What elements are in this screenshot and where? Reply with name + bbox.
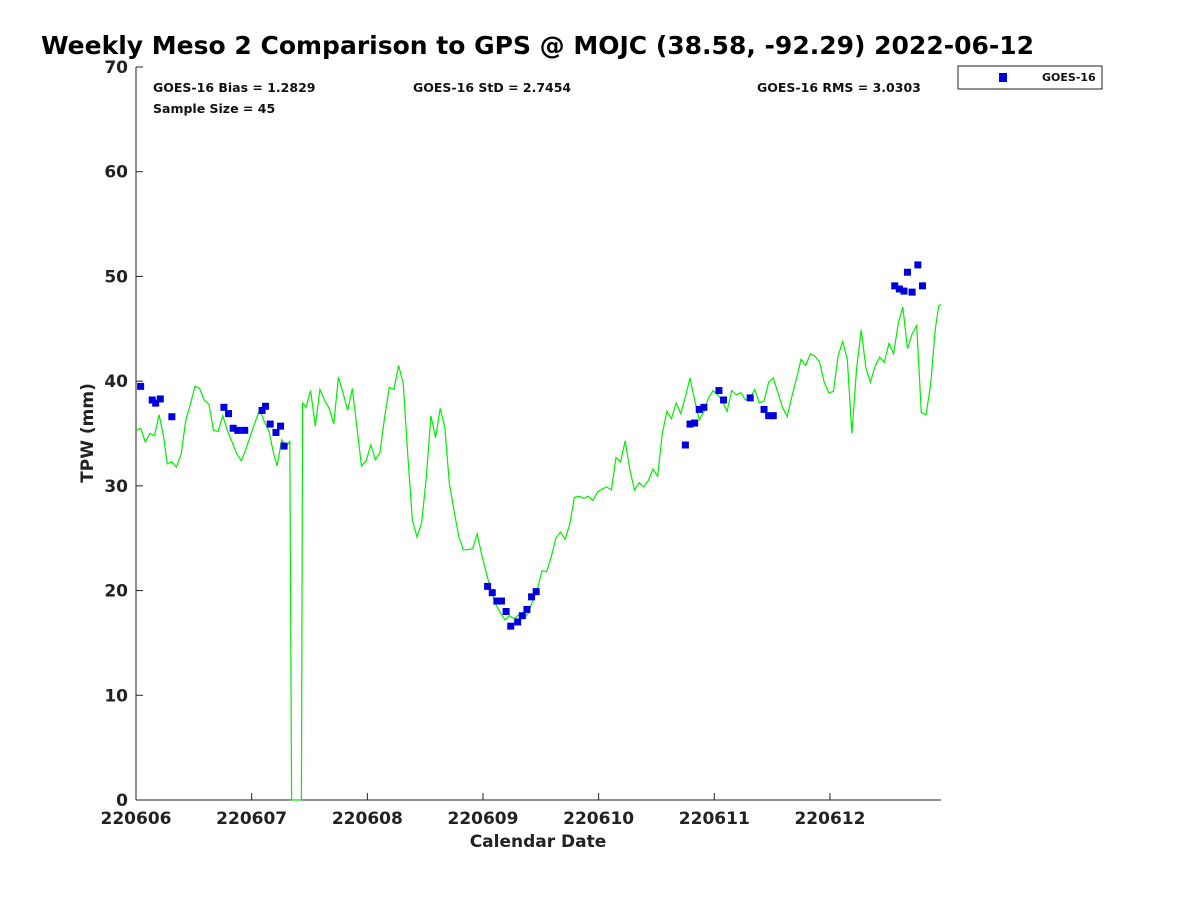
goes16-point — [918, 282, 926, 290]
goes16-point — [914, 261, 922, 269]
x-axis-ticks: 220606 220607 220608 220609 220610 220611 2206… — [101, 793, 865, 829]
goes16-point — [229, 424, 237, 432]
bias-stat: GOES-16 Bias = 1.2829 — [153, 80, 315, 95]
goes16-point — [769, 412, 777, 420]
goes16-point — [258, 406, 266, 414]
goes16-point — [514, 618, 522, 626]
goes16-point — [746, 394, 754, 402]
goes16-point — [152, 399, 160, 407]
sample-size-stat: Sample Size = 45 — [153, 101, 275, 116]
goes16-point — [156, 395, 164, 403]
goes16-point — [903, 268, 911, 276]
std-stat: GOES-16 StD = 2.7454 — [413, 80, 571, 95]
goes16-point — [280, 442, 288, 450]
x-tick-label: 220610 — [563, 809, 634, 829]
y-tick-label: 40 — [104, 372, 128, 392]
goes16-point — [493, 597, 501, 605]
y-tick-label: 0 — [116, 791, 128, 811]
rms-stat: GOES-16 RMS = 3.0303 — [757, 80, 921, 95]
goes16-point — [695, 405, 703, 413]
x-tick-label: 220607 — [216, 809, 287, 829]
x-axis-label: Calendar Date — [470, 832, 607, 852]
y-tick-label: 10 — [104, 686, 128, 706]
goes16-point — [765, 412, 773, 420]
y-tick-label: 70 — [104, 58, 128, 78]
goes16-point — [528, 593, 536, 601]
legend-box — [957, 65, 1103, 90]
y-axis-ticks: 0 10 20 30 40 50 60 70 — [104, 58, 143, 811]
goes16-point — [484, 582, 492, 590]
y-axis-label: TPW (mm) — [78, 383, 98, 483]
plot-frame — [136, 67, 941, 800]
goes16-point — [681, 441, 689, 449]
legend: GOES-16 — [957, 65, 1103, 90]
goes16-point — [502, 608, 510, 616]
goes16-point — [241, 426, 249, 434]
x-tick-label: 220611 — [679, 809, 750, 829]
y-tick-label: 20 — [104, 582, 128, 602]
chart-title: Weekly Meso 2 Comparison to GPS @ MOJC (… — [41, 31, 1034, 60]
goes16-point — [908, 288, 916, 296]
goes16-point — [507, 622, 515, 630]
x-tick-label: 220608 — [332, 809, 403, 829]
goes16-point — [168, 413, 176, 421]
goes16-point — [277, 422, 285, 430]
goes16-point — [700, 403, 708, 411]
goes16-point — [895, 285, 903, 293]
goes16-point — [900, 287, 908, 295]
goes16-point — [532, 588, 540, 596]
legend-marker-goes16 — [999, 73, 1007, 82]
goes16-point — [691, 419, 699, 427]
x-tick-label: 220609 — [447, 809, 518, 829]
goes16-point — [760, 405, 768, 413]
goes16-point — [272, 428, 280, 436]
goes16-point — [891, 282, 899, 290]
goes16-point — [720, 396, 728, 404]
plot-area — [135, 67, 941, 801]
goes16-point — [262, 402, 270, 410]
goes16-point — [523, 605, 531, 613]
goes16-series — [137, 261, 926, 630]
x-tick-label: 220606 — [101, 809, 172, 829]
y-tick-label: 30 — [104, 477, 128, 497]
goes16-point — [220, 403, 228, 411]
goes16-point — [497, 597, 505, 605]
goes16-point — [266, 420, 274, 428]
x-tick-label: 220612 — [794, 809, 865, 829]
legend-label-goes16: GOES-16 — [1042, 71, 1096, 84]
goes16-point — [234, 426, 242, 434]
goes16-point — [686, 420, 694, 428]
goes16-point — [715, 387, 723, 395]
y-tick-label: 50 — [104, 267, 128, 287]
y-tick-label: 60 — [104, 163, 128, 183]
goes16-point — [137, 382, 145, 390]
goes16-point — [488, 589, 496, 597]
goes16-point — [225, 410, 233, 418]
goes16-point — [518, 612, 526, 620]
